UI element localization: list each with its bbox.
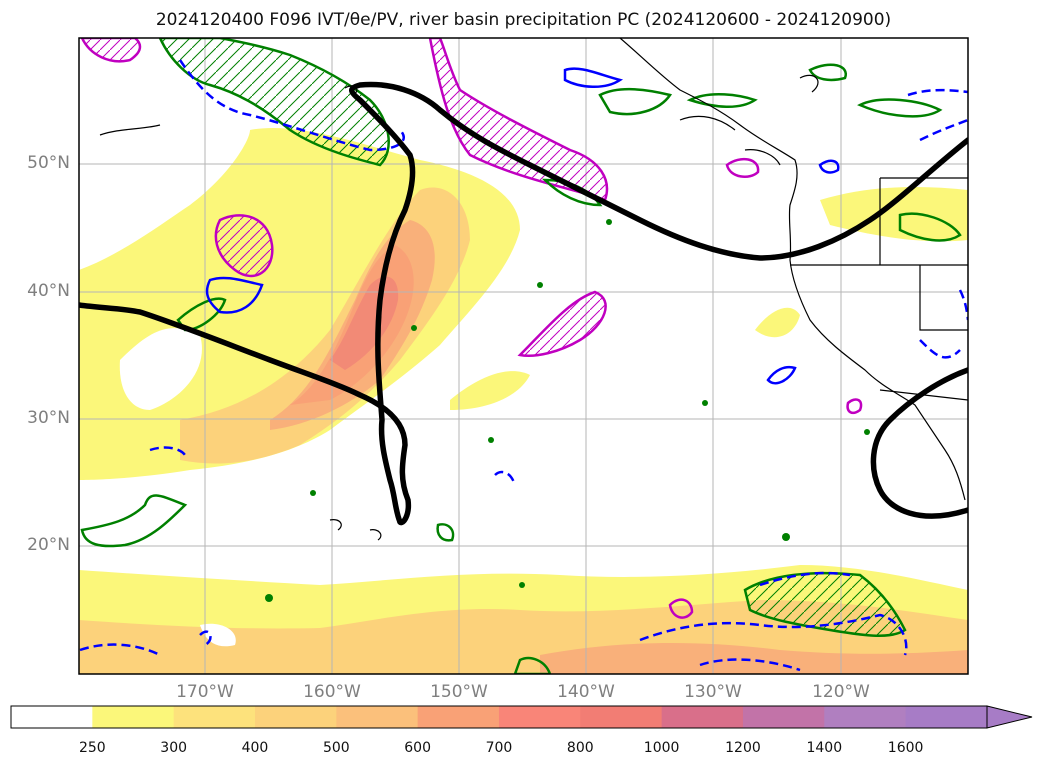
theta-e-hatched-regions: [80, 38, 863, 619]
green-hatched-regions: [80, 38, 962, 674]
lon-label-130w: 130°W: [684, 682, 742, 702]
lat-label-30n: 30°N: [27, 408, 70, 428]
lon-label-170w: 170°W: [176, 682, 234, 702]
plot-title: 2024120400 F096 IVT/θe/PV, river basin p…: [155, 10, 892, 30]
colorbar-segment: [254, 706, 337, 728]
lat-label-50n: 50°N: [27, 153, 70, 173]
colorbar-tick-label: 600: [404, 740, 431, 756]
lat-label-40n: 40°N: [27, 281, 70, 301]
colorbar-segment: [661, 706, 744, 728]
colorbar-tick-label: 400: [241, 740, 269, 756]
lon-label-140w: 140°W: [557, 682, 615, 702]
colorbar-tick-label: 800: [566, 740, 594, 756]
colorbar-tick-label: 300: [160, 740, 188, 756]
colorbar-segment: [336, 706, 419, 728]
colorbar-segment: [498, 706, 581, 728]
colorbar-segment: [905, 706, 988, 728]
blue-dashed-contours: [79, 59, 968, 672]
colorbar-tick-label: 1400: [806, 740, 843, 756]
lon-label-160w: 160°W: [303, 682, 361, 702]
colorbar-tick-label: 1600: [887, 740, 924, 756]
colorbar-extend-arrow: [986, 705, 1033, 729]
colorbar-segment: [417, 706, 500, 728]
small-features: [265, 219, 870, 602]
colorbar-tick-label: 1000: [643, 740, 680, 756]
lon-label-120w: 120°W: [812, 682, 870, 702]
pv-contours: [79, 81, 968, 526]
colorbar-segment: [11, 706, 93, 728]
colorbar-tick-label: 1200: [725, 740, 761, 756]
colorbar-tick-label: 250: [78, 740, 106, 756]
colorbar-tick-label: 700: [485, 740, 513, 756]
lon-label-150w: 150°W: [430, 682, 488, 702]
lat-label-20n: 20°N: [27, 535, 70, 555]
map-frame: [78, 37, 969, 675]
graticule: [79, 38, 968, 674]
blue-solid-contours: [205, 67, 840, 385]
colorbar-segment: [173, 706, 256, 728]
colorbar-outline: [10, 705, 988, 729]
colorbar-segment: [742, 706, 825, 728]
colorbar-tick-label: 500: [322, 740, 350, 756]
colorbar-segment: [92, 706, 175, 728]
colorbar-segment: [824, 706, 907, 728]
colorbar-segment: [580, 706, 663, 728]
